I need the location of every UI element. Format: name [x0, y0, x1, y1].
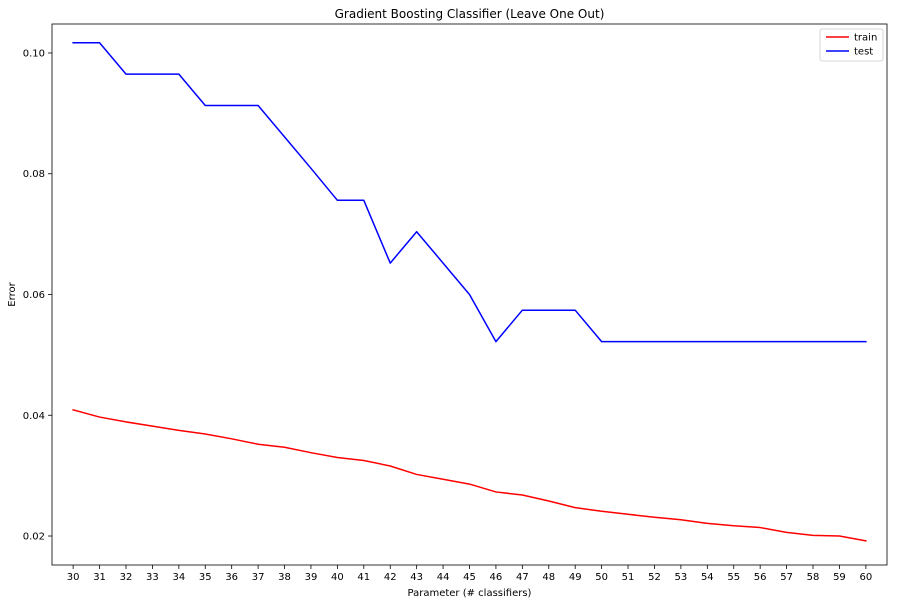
x-tick-label: 36 [225, 572, 238, 583]
x-tick-label: 55 [727, 572, 740, 583]
x-tick-label: 46 [490, 572, 503, 583]
x-tick-label: 31 [93, 572, 106, 583]
x-tick-label: 53 [675, 572, 688, 583]
x-tick-label: 32 [120, 572, 133, 583]
legend-label-test: test [854, 47, 873, 58]
y-axis-ticks: 0.02 0.04 0.06 0.08 0.10 [23, 48, 52, 543]
x-tick-label: 56 [754, 572, 767, 583]
x-tick-label: 40 [331, 572, 344, 583]
x-tick-label: 35 [199, 572, 212, 583]
x-tick-label: 39 [305, 572, 318, 583]
series-line-train [72, 408, 867, 542]
x-tick-label: 52 [648, 572, 661, 583]
x-tick-label: 59 [833, 572, 846, 583]
legend-label-train: train [854, 33, 877, 44]
x-tick-label: 34 [172, 572, 185, 583]
series-line-test [72, 41, 867, 343]
x-tick-label: 58 [807, 572, 820, 583]
y-tick-label: 0.04 [23, 411, 45, 422]
x-tick-label: 54 [701, 572, 714, 583]
x-tick-label: 38 [278, 572, 291, 583]
x-tick-label: 33 [146, 572, 159, 583]
x-tick-label: 37 [252, 572, 265, 583]
x-tick-label: 44 [437, 572, 450, 583]
x-tick-label: 45 [463, 572, 476, 583]
x-tick-label: 30 [67, 572, 80, 583]
series-layer [72, 41, 867, 542]
x-tick-label: 50 [595, 572, 608, 583]
x-tick-label: 41 [357, 572, 370, 583]
x-tick-label: 51 [622, 572, 635, 583]
y-tick-label: 0.06 [23, 290, 45, 301]
x-axis-ticks: 30 31 32 33 34 35 36 37 38 39 40 41 42 43 44 45 46 47 48 49… [67, 565, 872, 583]
x-tick-label: 48 [542, 572, 555, 583]
legend: train test [819, 28, 884, 62]
x-tick-label: 49 [569, 572, 582, 583]
x-tick-label: 47 [516, 572, 529, 583]
y-tick-label: 0.10 [23, 48, 45, 59]
x-axis-label: Parameter (# classifiers) [408, 588, 532, 599]
x-tick-label: 57 [780, 572, 793, 583]
x-tick-label: 42 [384, 572, 397, 583]
x-tick-label: 60 [859, 572, 872, 583]
y-tick-label: 0.02 [23, 532, 45, 543]
y-tick-label: 0.08 [23, 169, 45, 180]
x-tick-label: 43 [410, 572, 423, 583]
y-axis-label: Error [7, 281, 18, 306]
chart-title: Gradient Boosting Classifier (Leave One … [335, 7, 605, 21]
